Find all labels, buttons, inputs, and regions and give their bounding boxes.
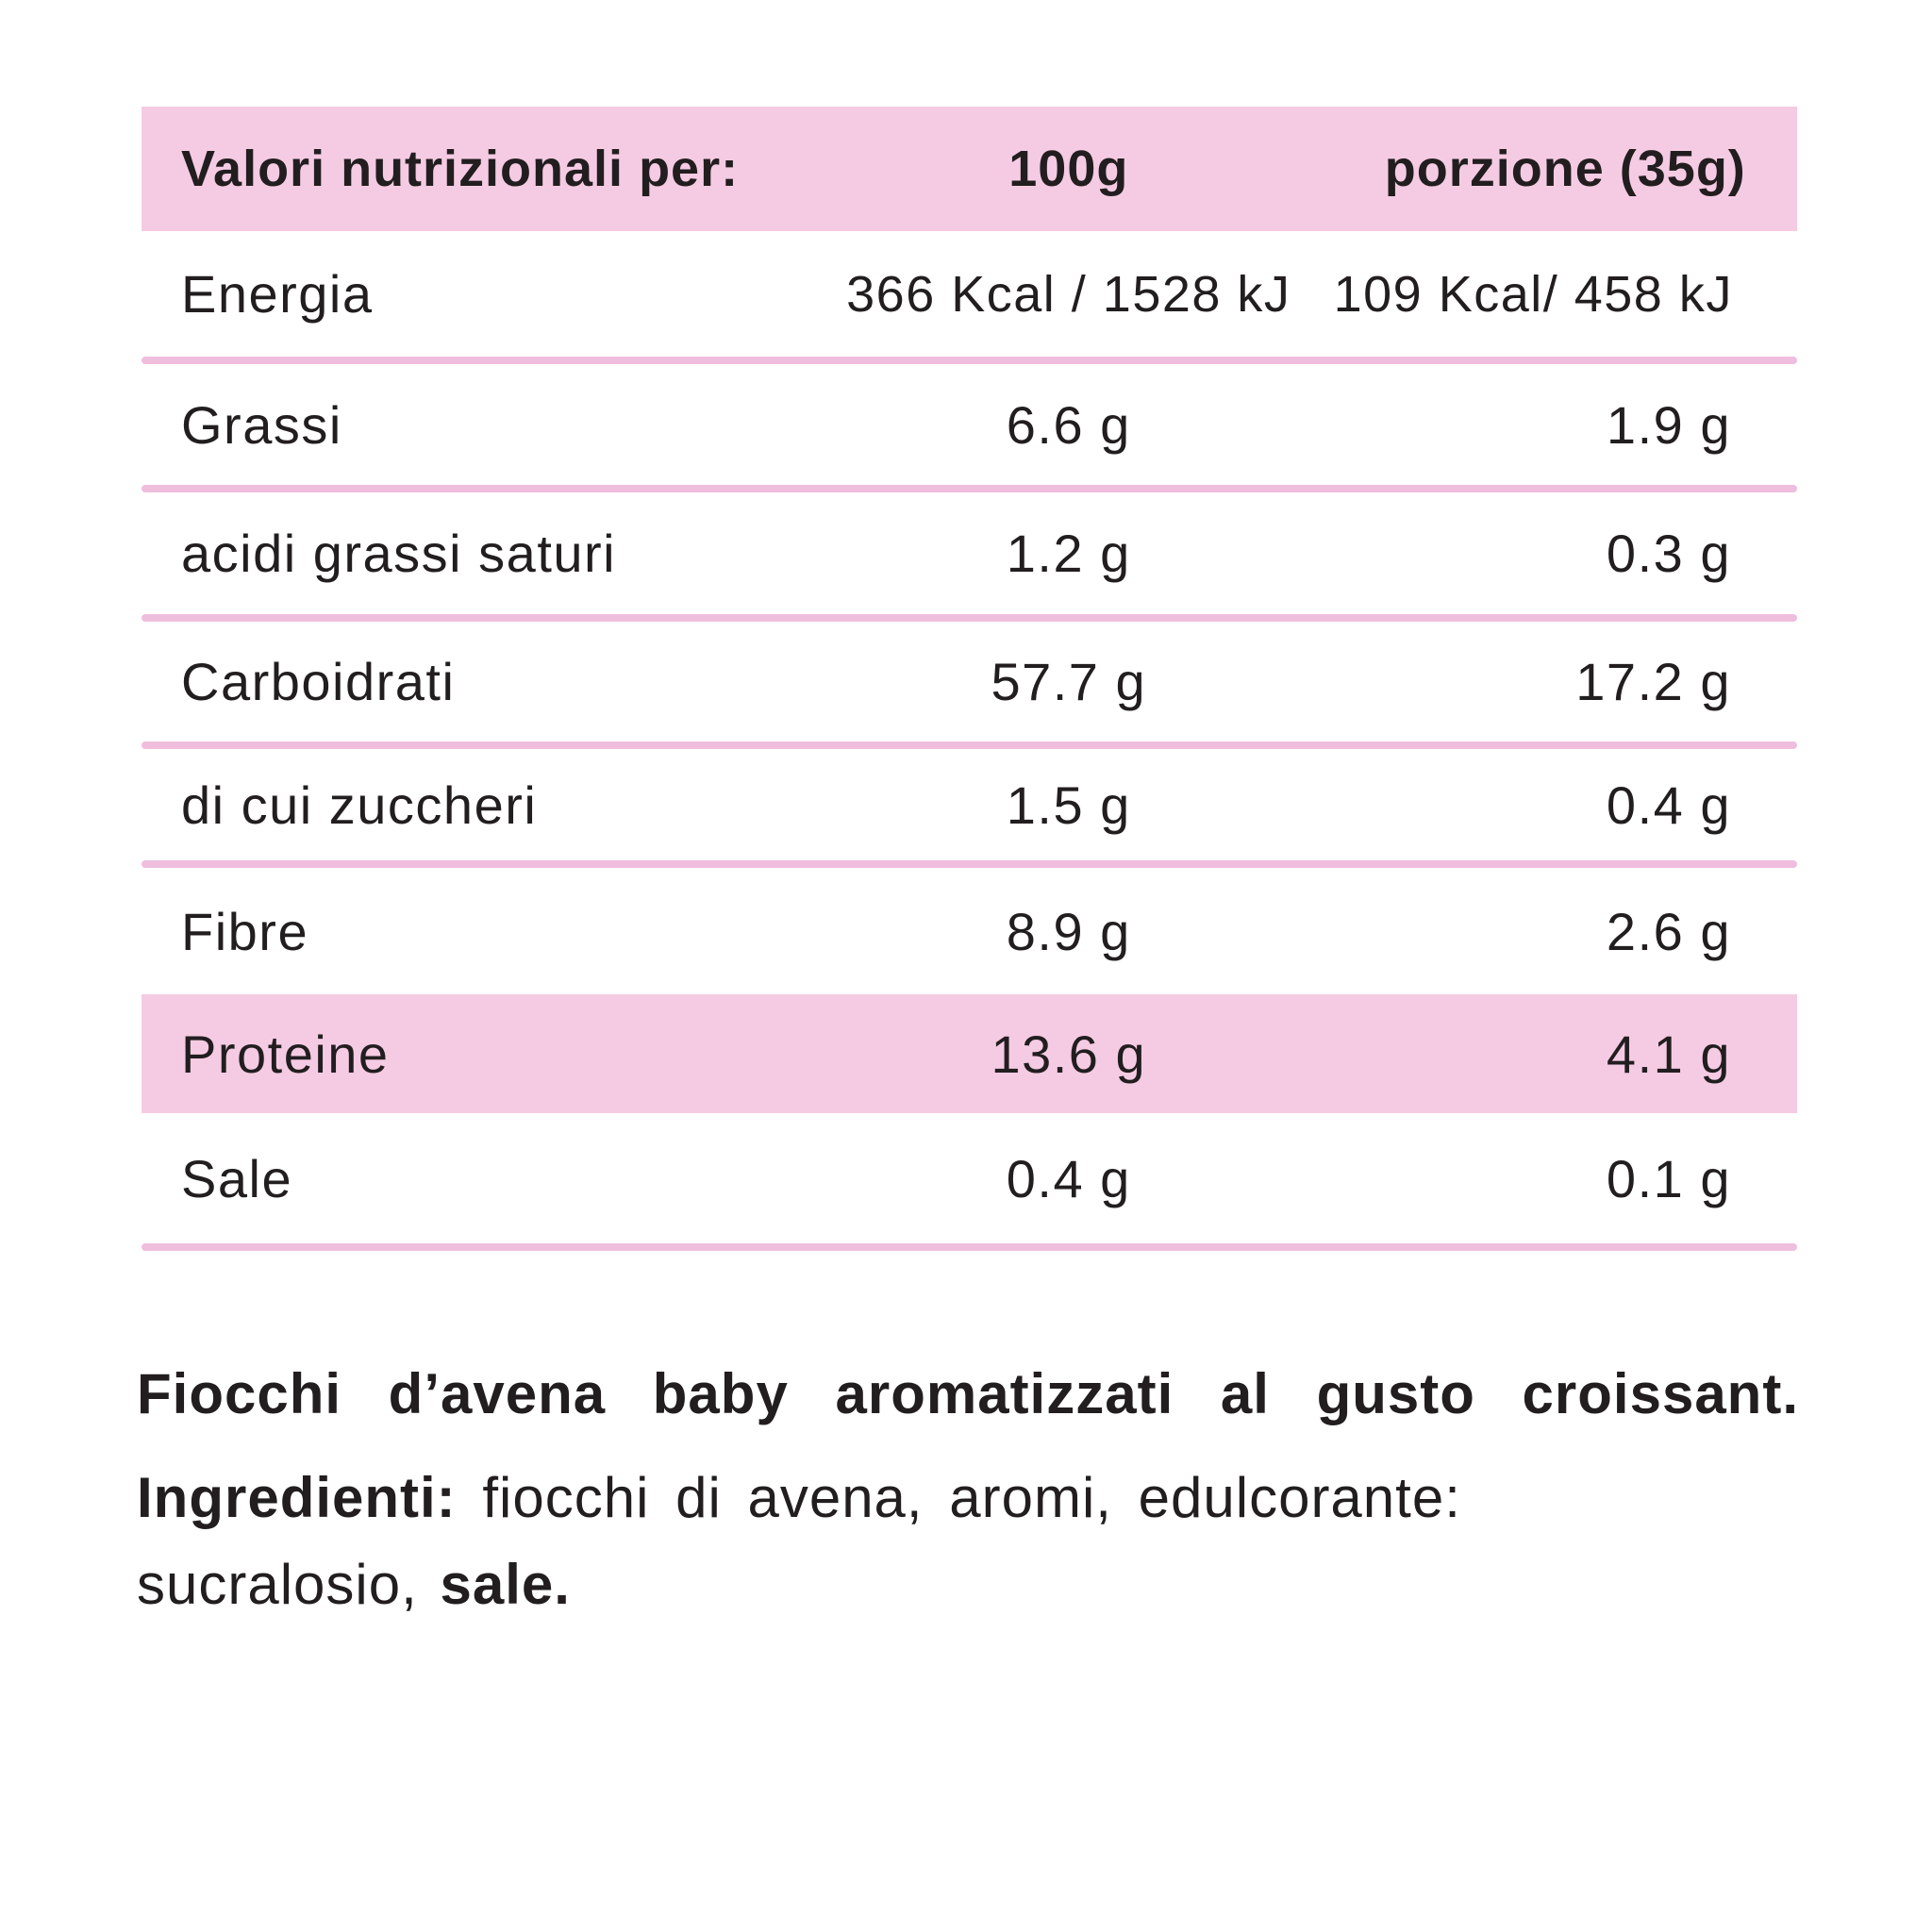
- nutrient-label: Grassi: [181, 394, 342, 455]
- value-per-100g: 1.5 g: [1006, 774, 1131, 835]
- value-per-100g: 13.6 g: [991, 1024, 1147, 1084]
- nutrient-label: Sale: [181, 1148, 293, 1208]
- value-per-portion: 4.1 g: [1606, 1024, 1731, 1084]
- nutrient-label: Proteine: [181, 1024, 390, 1084]
- value-per-100g: 57.7 g: [991, 652, 1147, 711]
- ingredients-continued-line: sucralosio, sale.: [137, 1541, 1799, 1628]
- row-di-cui-zuccheri: di cui zuccheri 1.5 g 0.4 g: [142, 749, 1797, 860]
- row-fibre: Fibre 8.9 g 2.6 g: [142, 868, 1797, 994]
- row-divider: [142, 860, 1797, 868]
- row-acidi-grassi-saturi: acidi grassi saturi 1.2 g 0.3 g: [142, 492, 1797, 614]
- value-per-portion: 109 Kcal/ 458 kJ: [1333, 265, 1733, 323]
- value-per-portion: 17.2 g: [1575, 652, 1731, 711]
- header-label-column: Valori nutrizionali per:: [181, 141, 740, 197]
- row-energia: Energia 366 Kcal / 1528 kJ 109 Kcal/ 458…: [142, 231, 1797, 357]
- header-per-portion-column: porzione (35g): [1384, 141, 1746, 197]
- ingredients-text-bold: sale.: [440, 1553, 571, 1616]
- value-per-100g: 0.4 g: [1006, 1148, 1131, 1208]
- row-divider: [142, 485, 1797, 492]
- row-divider: [142, 741, 1797, 749]
- ingredients-label: Ingredienti:: [137, 1466, 457, 1529]
- value-per-portion: 0.3 g: [1606, 524, 1731, 583]
- value-per-100g: 366 Kcal / 1528 kJ: [846, 265, 1291, 323]
- row-grassi: Grassi 6.6 g 1.9 g: [142, 364, 1797, 485]
- value-per-portion: 0.4 g: [1606, 774, 1731, 835]
- value-per-100g: 1.2 g: [1006, 524, 1131, 583]
- value-per-portion: 1.9 g: [1606, 394, 1731, 455]
- value-per-100g: 6.6 g: [1006, 394, 1131, 455]
- nutrient-label: acidi grassi saturi: [181, 524, 617, 583]
- nutrient-label: Carboidrati: [181, 652, 456, 711]
- nutrition-table: Valori nutrizionali per: 100g porzione (…: [142, 107, 1797, 1251]
- row-divider: [142, 357, 1797, 364]
- nutrient-label: Fibre: [181, 901, 309, 961]
- table-bottom-divider: [142, 1243, 1797, 1251]
- description-line: Fiocchi d’avena baby aromatizzati al gus…: [137, 1362, 1799, 1425]
- row-sale: Sale 0.4 g 0.1 g: [142, 1113, 1797, 1243]
- product-description: Fiocchi d’avena baby aromatizzati al gus…: [137, 1351, 1799, 1628]
- row-divider: [142, 614, 1797, 622]
- row-proteine: Proteine 13.6 g 4.1 g: [142, 994, 1797, 1113]
- row-carboidrati: Carboidrati 57.7 g 17.2 g: [142, 622, 1797, 741]
- ingredients-line: Ingredienti: fiocchi di avena, aromi, ed…: [137, 1455, 1799, 1541]
- value-per-portion: 0.1 g: [1606, 1148, 1731, 1208]
- ingredients-text-continued: sucralosio,: [137, 1553, 441, 1616]
- value-per-100g: 8.9 g: [1006, 901, 1131, 961]
- nutrient-label: Energia: [181, 264, 374, 324]
- ingredients-text: fiocchi di avena, aromi, edulcorante:: [456, 1466, 1461, 1529]
- header-per-100g-column: 100g: [1008, 141, 1129, 197]
- value-per-portion: 2.6 g: [1606, 901, 1731, 961]
- nutrient-label: di cui zuccheri: [181, 774, 538, 835]
- table-header-row: Valori nutrizionali per: 100g porzione (…: [142, 107, 1797, 231]
